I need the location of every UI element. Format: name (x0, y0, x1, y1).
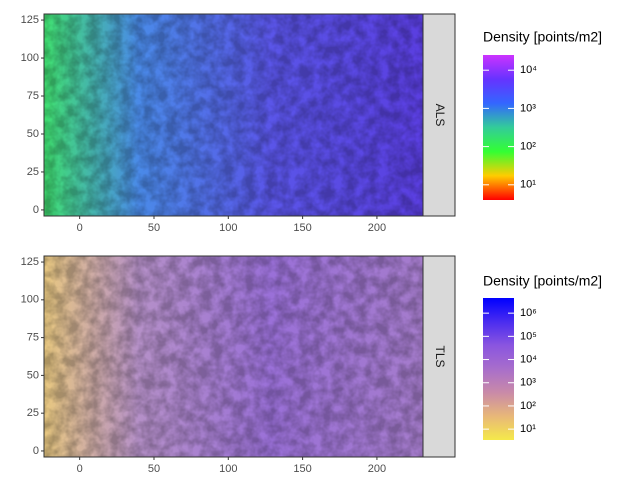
colorbar-label: 10⁵ (520, 330, 537, 342)
y-tick-label: 75 (27, 90, 39, 102)
x-tick-label: 100 (219, 463, 237, 475)
y-tick-label: 0 (33, 445, 39, 457)
y-tick-label: 100 (21, 294, 39, 306)
x-tick-label: 0 (77, 463, 83, 475)
facet-label: ALS (433, 104, 447, 127)
colorbar-label: 10³ (520, 102, 536, 114)
colorbar-label: 10² (520, 141, 536, 153)
facet-strip (422, 255, 456, 458)
colorbar (483, 298, 514, 440)
colorbar-label: 10² (520, 400, 536, 412)
facet-strip (422, 13, 456, 217)
raster-texture (44, 256, 423, 457)
x-tick-label: 150 (293, 222, 311, 234)
x-tick-label: 50 (148, 463, 160, 475)
x-tick-label: 150 (293, 463, 311, 475)
y-tick-label: 25 (27, 166, 39, 178)
y-tick-label: 75 (27, 332, 39, 344)
legend-title: Density [points/m2] (483, 273, 602, 289)
x-tick-label: 0 (77, 222, 83, 234)
y-tick-label: 125 (21, 256, 39, 268)
colorbar-label: 10⁴ (520, 64, 537, 76)
y-tick-label: 100 (21, 52, 39, 64)
x-tick-label: 200 (368, 463, 386, 475)
y-tick-label: 0 (33, 204, 39, 216)
y-tick-label: 25 (27, 407, 39, 419)
colorbar-label: 10¹ (520, 179, 536, 191)
colorbar-label: 10³ (520, 377, 536, 389)
legend-title: Density [points/m2] (483, 29, 602, 45)
y-tick-label: 50 (27, 128, 39, 140)
x-tick-label: 200 (368, 222, 386, 234)
facet-label: TLS (433, 345, 447, 367)
colorbar-label: 10⁴ (520, 353, 537, 365)
raster-texture (44, 14, 423, 216)
y-tick-label: 50 (27, 369, 39, 381)
colorbar (483, 55, 514, 200)
colorbar-label: 10¹ (520, 423, 536, 435)
colorbar-label: 10⁶ (520, 307, 537, 319)
x-tick-label: 100 (219, 222, 237, 234)
x-tick-label: 50 (148, 222, 160, 234)
y-tick-label: 125 (21, 14, 39, 26)
